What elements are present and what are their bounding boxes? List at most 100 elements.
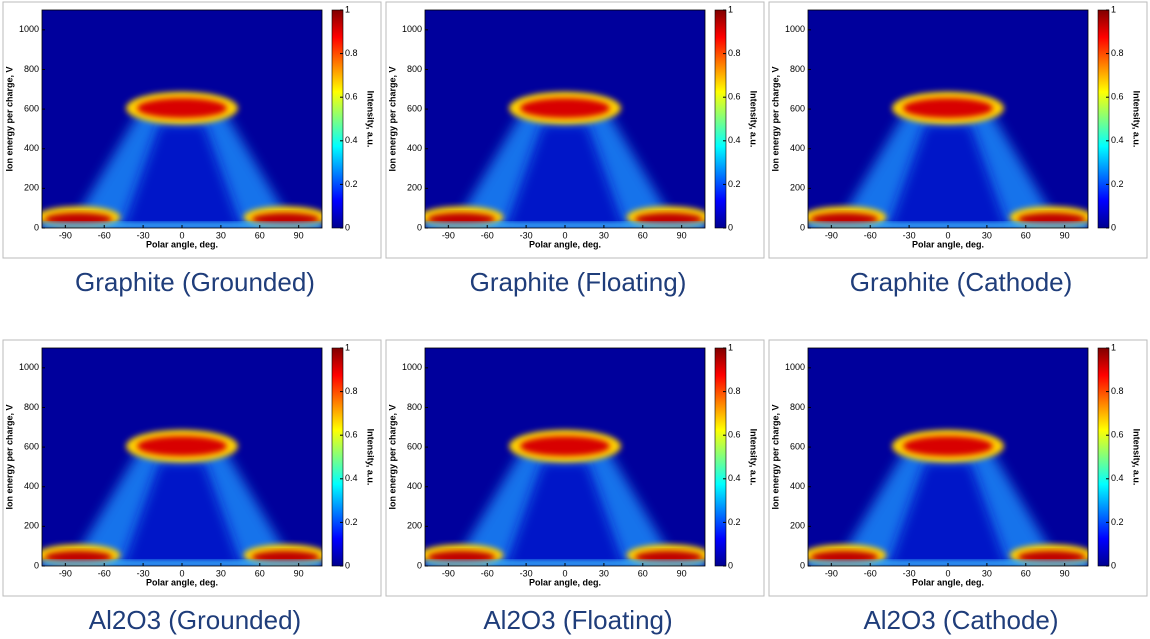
y-tick-label: 600	[24, 103, 39, 113]
x-axis-label: Polar angle, deg.	[529, 577, 601, 587]
x-tick-label: -90	[442, 230, 455, 240]
panel-frame	[385, 339, 765, 597]
panel-caption: Graphite (Floating)	[470, 267, 687, 297]
y-tick-label: 1000	[785, 362, 805, 372]
colorbar-tick-label: 1	[1111, 342, 1116, 352]
heatmap	[42, 10, 322, 228]
x-tick-label: -90	[59, 230, 72, 240]
colorbar-tick-label: 0.6	[728, 430, 741, 440]
y-axis-label: Ion energy per charge, V	[4, 404, 14, 509]
x-tick-label: -30	[903, 230, 916, 240]
colorbar-tick-label: 0.8	[1111, 48, 1124, 58]
colorbar-tick-label: 0	[1111, 560, 1116, 570]
x-tick-label: -90	[825, 568, 838, 578]
colorbar-tick-label: 0.2	[345, 179, 358, 189]
x-axis-label: Polar angle, deg.	[912, 577, 984, 587]
colorbar-tick-label: 0	[728, 560, 733, 570]
colorbar-tick-label: 0.2	[728, 517, 741, 527]
x-tick-label: -60	[98, 568, 111, 578]
y-tick-label: 200	[24, 183, 39, 193]
colorbar	[1097, 347, 1110, 567]
x-tick-label: 0	[179, 230, 184, 240]
y-tick-label: 400	[24, 143, 39, 153]
panel-frame	[768, 1, 1148, 259]
colorbar-label: Intensity, a.u.	[1132, 429, 1142, 486]
colorbar-tick-label: 0.2	[345, 517, 358, 527]
colorbar-tick-label: 0	[345, 222, 350, 232]
x-tick-label: 0	[179, 568, 184, 578]
y-tick-label: 800	[790, 402, 805, 412]
colorbar-tick-label: 0.8	[728, 386, 741, 396]
heatmap	[808, 348, 1088, 566]
x-tick-label: 60	[638, 230, 648, 240]
y-tick-label: 0	[34, 560, 39, 570]
colorbar-label: Intensity, a.u.	[749, 91, 759, 148]
y-tick-label: 0	[417, 560, 422, 570]
x-tick-label: 60	[255, 568, 265, 578]
x-tick-label: 60	[638, 568, 648, 578]
colorbar-tick-label: 0.2	[728, 179, 741, 189]
x-tick-label: 90	[294, 230, 304, 240]
colorbar-tick-label: 0	[345, 560, 350, 570]
y-axis-label: Ion energy per charge, V	[770, 66, 780, 171]
colorbar-tick-label: 0.6	[345, 92, 358, 102]
x-tick-label: -90	[442, 568, 455, 578]
colorbar-tick-label: 0.4	[345, 135, 358, 145]
panel-caption: Al2O3 (Grounded)	[89, 605, 301, 635]
y-tick-label: 800	[790, 64, 805, 74]
heatmap-peak	[903, 436, 993, 456]
x-tick-label: 90	[677, 230, 687, 240]
colorbar-tick-label: 0.4	[345, 473, 358, 483]
y-axis-label: Ion energy per charge, V	[4, 66, 14, 171]
heatmap	[808, 10, 1088, 228]
y-tick-label: 800	[24, 402, 39, 412]
y-tick-label: 400	[790, 143, 805, 153]
heatmap-core	[121, 123, 243, 228]
x-tick-label: 30	[982, 230, 992, 240]
y-axis-label: Ion energy per charge, V	[387, 66, 397, 171]
panel-frame	[2, 1, 382, 259]
colorbar-tick-label: 0.6	[345, 430, 358, 440]
colorbar-tick-label: 1	[728, 342, 733, 352]
x-tick-label: 90	[294, 568, 304, 578]
y-tick-label: 200	[790, 183, 805, 193]
colorbar-label: Intensity, a.u.	[749, 429, 759, 486]
heatmap-core	[887, 461, 1009, 566]
x-tick-label: -30	[137, 230, 150, 240]
y-tick-label: 400	[407, 481, 422, 491]
colorbar-tick-label: 0.4	[728, 473, 741, 483]
y-axis-label: Ion energy per charge, V	[770, 404, 780, 509]
panel-frame	[768, 339, 1148, 597]
y-tick-label: 1000	[19, 24, 39, 34]
heatmap-core	[887, 123, 1009, 228]
colorbar-tick-label: 0.8	[1111, 386, 1124, 396]
panel-caption: Graphite (Cathode)	[850, 267, 1073, 297]
x-tick-label: 90	[677, 568, 687, 578]
y-tick-label: 400	[790, 481, 805, 491]
y-tick-label: 0	[417, 222, 422, 232]
x-tick-label: -60	[864, 568, 877, 578]
x-tick-label: -30	[520, 230, 533, 240]
heatmap	[42, 348, 322, 566]
y-tick-label: 1000	[785, 24, 805, 34]
x-tick-label: 30	[216, 568, 226, 578]
y-tick-label: 600	[407, 103, 422, 113]
x-tick-label: 30	[982, 568, 992, 578]
colorbar	[331, 9, 344, 229]
heatmap	[425, 348, 705, 566]
colorbar	[714, 9, 727, 229]
x-tick-label: 0	[945, 568, 950, 578]
y-tick-label: 1000	[402, 24, 422, 34]
heatmap-peak	[520, 436, 610, 456]
panel-frame	[2, 339, 382, 597]
heatmap-peak	[137, 98, 227, 118]
x-axis-label: Polar angle, deg.	[146, 239, 218, 249]
y-tick-label: 1000	[19, 362, 39, 372]
x-tick-label: 60	[255, 230, 265, 240]
panel-caption: Graphite (Grounded)	[75, 267, 315, 297]
heatmap-peak	[903, 98, 993, 118]
colorbar-tick-label: 1	[728, 4, 733, 14]
y-tick-label: 0	[800, 222, 805, 232]
x-tick-label: 30	[599, 568, 609, 578]
